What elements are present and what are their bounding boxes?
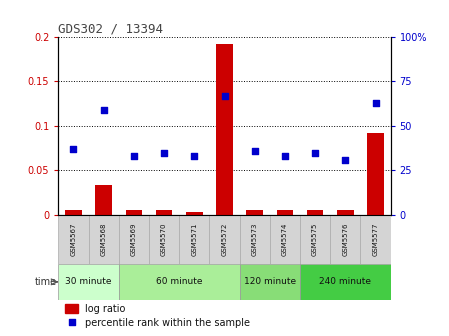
Text: GSM5571: GSM5571	[191, 223, 197, 256]
Bar	[126, 210, 142, 215]
Text: GSM5568: GSM5568	[101, 223, 107, 256]
Bar	[65, 304, 78, 313]
Bar	[119, 215, 149, 264]
Text: GSM5569: GSM5569	[131, 223, 137, 256]
Point	[68, 319, 75, 325]
Point	[342, 157, 349, 162]
Bar	[277, 210, 293, 215]
Bar	[240, 264, 300, 300]
Text: GSM5576: GSM5576	[342, 223, 348, 256]
Point	[372, 100, 379, 106]
Bar	[149, 215, 179, 264]
Point	[70, 146, 77, 152]
Point	[100, 107, 107, 113]
Bar	[95, 184, 112, 215]
Bar	[300, 264, 391, 300]
Point	[282, 153, 289, 159]
Bar	[216, 44, 233, 215]
Bar	[65, 210, 82, 215]
Point	[191, 153, 198, 159]
Bar	[307, 210, 323, 215]
Text: GDS302 / 13394: GDS302 / 13394	[58, 23, 163, 36]
Text: GSM5573: GSM5573	[252, 223, 258, 256]
Point	[312, 150, 319, 155]
Point	[160, 150, 167, 155]
Text: log ratio: log ratio	[85, 303, 125, 313]
Bar	[156, 210, 172, 215]
Text: 240 minute: 240 minute	[319, 278, 371, 286]
Text: 60 minute: 60 minute	[156, 278, 202, 286]
Text: GSM5570: GSM5570	[161, 223, 167, 256]
Text: time: time	[35, 277, 57, 287]
Bar	[367, 133, 384, 215]
Point	[130, 153, 137, 159]
Text: GSM5567: GSM5567	[70, 223, 76, 256]
Point	[251, 148, 258, 154]
Text: percentile rank within the sample: percentile rank within the sample	[85, 318, 250, 328]
Bar	[58, 215, 88, 264]
Bar	[270, 215, 300, 264]
Bar	[119, 264, 240, 300]
Text: GSM5575: GSM5575	[312, 223, 318, 256]
Bar	[330, 215, 361, 264]
Bar	[247, 210, 263, 215]
Bar	[88, 215, 119, 264]
Bar	[337, 210, 354, 215]
Bar	[240, 215, 270, 264]
Text: 30 minute: 30 minute	[65, 278, 112, 286]
Text: GSM5574: GSM5574	[282, 223, 288, 256]
Bar	[186, 212, 202, 215]
Point	[221, 93, 228, 98]
Bar	[179, 215, 209, 264]
Text: 120 minute: 120 minute	[244, 278, 296, 286]
Text: GSM5577: GSM5577	[373, 223, 379, 256]
Bar	[300, 215, 330, 264]
Bar	[209, 215, 240, 264]
Text: GSM5572: GSM5572	[221, 223, 228, 256]
Bar	[361, 215, 391, 264]
Bar	[58, 264, 119, 300]
